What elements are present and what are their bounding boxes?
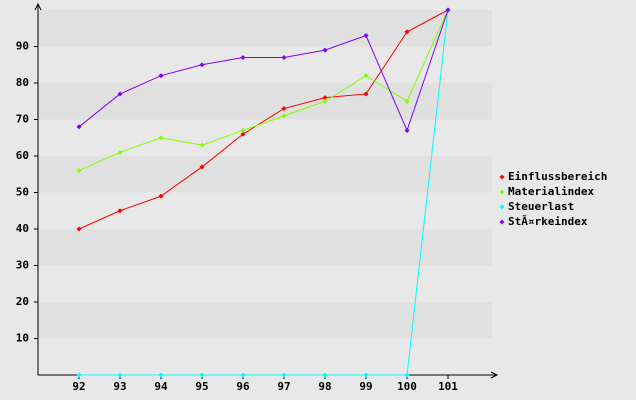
- x-tick-label: 101: [438, 380, 458, 393]
- data-point: [322, 47, 328, 53]
- y-tick-label: 50: [16, 186, 29, 199]
- data-point: [322, 95, 328, 101]
- x-tick-label: 93: [113, 380, 126, 393]
- grid-band: [38, 83, 492, 120]
- series-line: [78, 9, 449, 172]
- data-point: [117, 372, 123, 378]
- y-axis-arrow: [34, 2, 42, 11]
- data-point: [76, 226, 82, 232]
- legend-label: Materialindex: [508, 185, 594, 198]
- data-point: [76, 124, 82, 130]
- data-point: [240, 131, 246, 137]
- x-tick-label: 95: [195, 380, 208, 393]
- grid-band: [38, 229, 492, 266]
- y-tick-label: 90: [16, 40, 29, 53]
- data-point: [363, 73, 369, 79]
- grid-band: [38, 265, 492, 302]
- data-point: [117, 91, 123, 97]
- data-point: [404, 127, 410, 133]
- series-line: [78, 9, 449, 230]
- legend-label: StÃ¤rkeindex: [508, 215, 588, 228]
- x-tick-label: 97: [277, 380, 290, 393]
- x-tick-label: 94: [154, 380, 168, 393]
- y-tick-label: 80: [16, 76, 29, 89]
- data-point: [199, 142, 205, 148]
- y-tick-label: 10: [16, 332, 29, 345]
- legend-marker: [499, 219, 505, 225]
- data-point: [404, 372, 410, 378]
- data-point: [158, 372, 164, 378]
- y-tick-label: 40: [16, 222, 29, 235]
- x-tick-label: 100: [397, 380, 417, 393]
- data-point: [117, 208, 123, 214]
- grid-band: [38, 10, 492, 47]
- data-point: [240, 127, 246, 133]
- legend-marker: [499, 174, 505, 180]
- legend-marker: [499, 189, 505, 195]
- data-point: [76, 372, 82, 378]
- data-point: [158, 193, 164, 199]
- x-axis-arrow: [490, 371, 499, 379]
- data-point: [158, 135, 164, 141]
- grid-band: [38, 192, 492, 229]
- x-tick-label: 99: [359, 380, 372, 393]
- legend-label: Steuerlast: [508, 200, 574, 213]
- grid-band: [38, 338, 492, 375]
- data-point: [117, 149, 123, 155]
- grid-band: [38, 46, 492, 83]
- data-point: [322, 372, 328, 378]
- series-line: [78, 9, 449, 132]
- data-point: [199, 372, 205, 378]
- grid-band: [38, 302, 492, 339]
- data-point: [363, 372, 369, 378]
- y-tick-label: 20: [16, 295, 29, 308]
- data-point: [363, 91, 369, 97]
- data-point: [199, 164, 205, 170]
- data-point: [76, 168, 82, 174]
- data-point: [158, 73, 164, 79]
- data-point: [445, 7, 451, 13]
- data-point: [199, 62, 205, 68]
- y-tick-label: 60: [16, 149, 29, 162]
- x-tick-label: 92: [72, 380, 85, 393]
- data-point: [404, 98, 410, 104]
- legend-label: Einflussbereich: [508, 170, 607, 183]
- grid-band: [38, 119, 492, 156]
- data-point: [363, 33, 369, 39]
- data-point: [281, 372, 287, 378]
- data-point: [281, 54, 287, 60]
- y-tick-label: 70: [16, 113, 29, 126]
- data-point: [281, 106, 287, 112]
- data-point: [322, 98, 328, 104]
- data-point: [240, 54, 246, 60]
- y-tick-label: 30: [16, 259, 29, 272]
- series-line: [79, 9, 449, 376]
- data-point: [404, 29, 410, 35]
- data-point: [281, 113, 287, 119]
- grid-band: [38, 156, 492, 193]
- data-point: [240, 372, 246, 378]
- legend-marker: [499, 204, 505, 210]
- x-tick-label: 98: [318, 380, 331, 393]
- x-tick-label: 96: [236, 380, 250, 393]
